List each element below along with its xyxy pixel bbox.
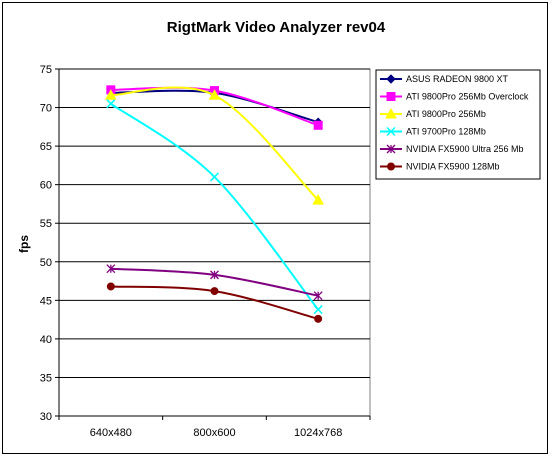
legend-marker — [386, 144, 396, 154]
legend-box — [375, 69, 541, 180]
x-tick-label: 1024x768 — [294, 427, 342, 439]
legend-label: ATI 9800Pro 256Mb Overclock — [406, 92, 529, 102]
marker-stroke — [209, 172, 220, 182]
data-point — [106, 264, 116, 274]
chart-title: RigtMark Video Analyzer rev04 — [167, 19, 386, 36]
y-tick-label: 65 — [40, 141, 52, 153]
x-tick-labels: 640x480 800x600 1024x768 — [90, 427, 343, 439]
marker-stroke — [313, 305, 323, 315]
data-point — [314, 314, 323, 323]
y-tick-label: 45 — [40, 295, 52, 307]
marker-stroke — [106, 99, 116, 109]
data-point — [313, 120, 323, 130]
data-point — [210, 287, 219, 296]
legend-marker — [386, 74, 396, 84]
legend-label: NVIDIA FX5900 Ultra 256 Mb — [406, 144, 524, 154]
plot-area — [58, 68, 371, 417]
data-point — [313, 305, 323, 315]
series-5 — [106, 264, 323, 301]
legend-entry: ATI 9700Pro 128Mb — [380, 127, 486, 137]
y-tick-labels: 30 35 40 45 50 55 60 65 70 75 — [40, 64, 52, 423]
y-axis-label: fps — [17, 235, 31, 253]
y-tick-label: 35 — [40, 372, 52, 384]
legend-entry: NVIDIA FX5900 Ultra 256 Mb — [380, 144, 524, 154]
data-point — [312, 194, 325, 205]
y-tick-label: 50 — [40, 257, 52, 269]
y-tick-label: 40 — [40, 334, 52, 346]
data-point — [106, 99, 116, 109]
data-point — [208, 89, 221, 100]
legend-entry: ASUS RADEON 9800 XT — [380, 74, 509, 84]
y-tick-label: 70 — [40, 103, 52, 115]
data-point — [210, 270, 219, 280]
series-6 — [106, 282, 323, 323]
y-tick-label: 60 — [40, 180, 52, 192]
x-tick-label: 640x480 — [90, 427, 132, 439]
axes — [55, 68, 371, 420]
legend-label: ASUS RADEON 9800 XT — [406, 74, 509, 84]
legend-entry: NVIDIA FX5900 128Mb — [380, 162, 500, 172]
y-tick-label: 75 — [40, 64, 52, 76]
legend-marker — [385, 107, 397, 119]
legend-entry: ATI 9800Pro 256Mb — [380, 107, 486, 119]
series-3 — [104, 86, 325, 205]
data-point — [106, 282, 115, 291]
x-tick-label: 800x600 — [193, 427, 235, 439]
y-tick-label: 30 — [40, 411, 52, 423]
legend-marker — [387, 162, 395, 171]
series-group — [104, 85, 325, 323]
legend-label: ATI 9700Pro 128Mb — [406, 127, 486, 137]
series-4 — [106, 99, 323, 315]
data-point — [209, 172, 220, 182]
legend-entry: ATI 9800Pro 256Mb Overclock — [380, 92, 529, 102]
legend-marker — [386, 126, 396, 137]
data-point — [104, 89, 117, 100]
legend-label: ATI 9800Pro 256Mb — [406, 109, 486, 119]
legend-label: NVIDIA FX5900 128Mb — [406, 162, 500, 172]
marker-stroke — [386, 126, 396, 137]
legend-marker — [386, 92, 396, 101]
data-point — [313, 291, 323, 301]
legend: ASUS RADEON 9800 XT ATI 9800Pro 256Mb Ove… — [375, 69, 541, 180]
y-tick-label: 55 — [40, 218, 52, 230]
gridlines — [59, 68, 370, 378]
